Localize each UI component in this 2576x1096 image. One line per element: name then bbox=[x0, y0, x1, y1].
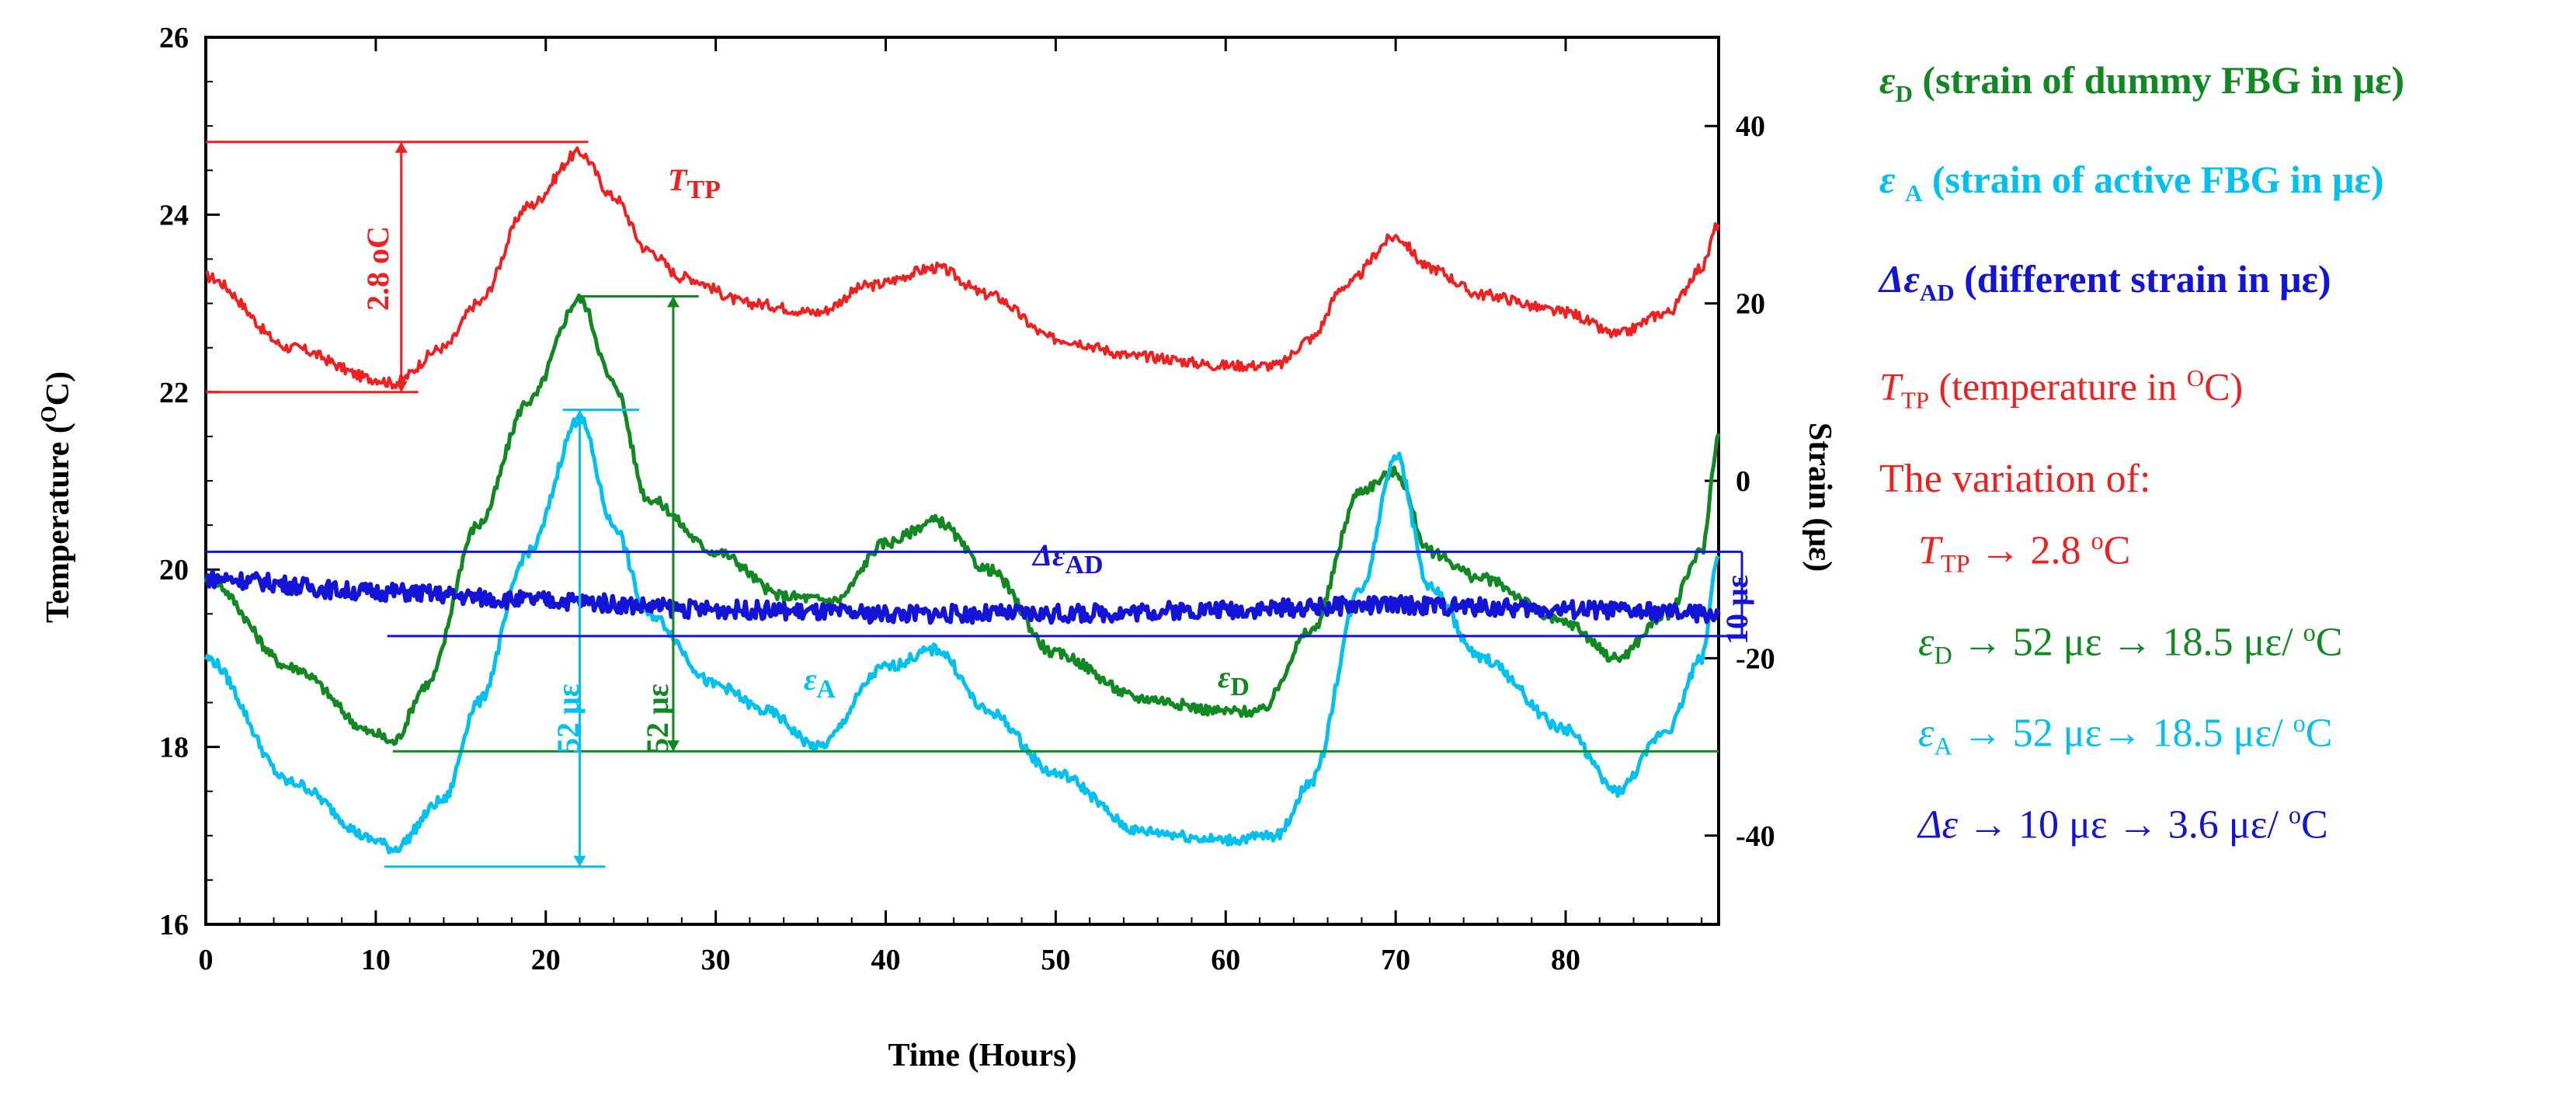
x-tick-label: 10 bbox=[361, 944, 391, 976]
green-span-arrow-head-top bbox=[666, 296, 680, 308]
series-group bbox=[203, 146, 1721, 855]
y-right-tick-label: -20 bbox=[1736, 642, 1775, 675]
temp-span-arrow-head-top bbox=[395, 141, 408, 153]
y-left-tick-label: 18 bbox=[159, 732, 189, 764]
y-right-tick-label: -40 bbox=[1736, 820, 1775, 853]
ttp-label: TTP bbox=[668, 162, 721, 204]
x-axis-title: Time (Hours) bbox=[888, 1038, 1076, 1073]
y-right-tick-label: 20 bbox=[1736, 288, 1765, 321]
green-span-label: 52 με bbox=[640, 684, 675, 753]
dead-label: ΔεAD bbox=[1031, 538, 1104, 579]
legend-item: ΔεAD (different strain in με) bbox=[1879, 257, 2331, 306]
blue-span-label: 10 με bbox=[1719, 575, 1754, 645]
legend-item: ε A (strain of active FBG in με) bbox=[1879, 158, 2384, 207]
x-tick-label: 30 bbox=[701, 944, 731, 976]
temp-span-label: 2.8 oC bbox=[360, 226, 395, 311]
cyan-span-arrow-head-bottom bbox=[573, 855, 586, 867]
plot-frame bbox=[204, 36, 1720, 926]
y-right-tick-label: 0 bbox=[1736, 465, 1750, 498]
ed-label: εD bbox=[1218, 659, 1250, 701]
legend-item: εD (strain of dummy FBG in με) bbox=[1879, 58, 2404, 107]
y-left-tick-label: 24 bbox=[159, 199, 189, 231]
legend: εD (strain of dummy FBG in με) ε A (strai… bbox=[1879, 54, 2563, 859]
x-tick-label: 70 bbox=[1381, 944, 1410, 976]
ea-label: εA bbox=[804, 662, 836, 704]
x-tick-label: 20 bbox=[531, 944, 561, 976]
axis-ticks: 0 10 20 30 40 50 60 70 80 16 18 20 22 24 26 -40 -20 0 20 40 bbox=[159, 22, 1775, 976]
series-line-ad bbox=[204, 569, 1721, 625]
series-line-a bbox=[203, 416, 1721, 855]
annotation-lines bbox=[206, 141, 1743, 868]
y-left-tick-label: 26 bbox=[159, 22, 189, 54]
series-line-tp bbox=[205, 146, 1720, 390]
x-tick-label: 50 bbox=[1041, 944, 1070, 976]
temp-span-arrow-head-bottom bbox=[395, 381, 408, 392]
legend-item: TTP (temperature in OC) bbox=[1879, 364, 2244, 414]
variation-item: TTP → 2.8 oC bbox=[1918, 527, 2131, 578]
y-left-tick-label: 20 bbox=[159, 554, 189, 586]
x-tick-label: 60 bbox=[1211, 944, 1240, 976]
x-tick-label: 0 bbox=[199, 944, 214, 976]
variation-item: εA → 52 με→ 18.5 με/ oC bbox=[1918, 709, 2333, 761]
variation-item: Δε → 10 με → 3.6 με/ oC bbox=[1918, 801, 2328, 847]
series-line-d bbox=[203, 293, 1721, 746]
cyan-span-label: 52 με bbox=[551, 684, 586, 753]
green-span-arrow-head-bottom bbox=[666, 740, 680, 752]
y-left-axis-title: Temperature (OC) bbox=[37, 371, 76, 623]
chart: 0 10 20 30 40 50 60 70 80 16 18 20 22 24 26 -40 -20 0 20 40… bbox=[37, 22, 1837, 1073]
cyan-span-arrow-head-top bbox=[573, 409, 586, 421]
variation-title: The variation of: bbox=[1879, 457, 2151, 501]
x-tick-label: 80 bbox=[1551, 944, 1580, 976]
y-left-tick-label: 22 bbox=[159, 377, 189, 409]
variation-item: εD → 52 με → 18.5 με/ oC bbox=[1918, 618, 2343, 670]
y-right-axis-title: Strain (με) bbox=[1802, 423, 1837, 572]
y-right-tick-label: 40 bbox=[1736, 110, 1765, 143]
x-tick-label: 40 bbox=[871, 944, 901, 976]
y-left-tick-label: 16 bbox=[159, 909, 189, 941]
